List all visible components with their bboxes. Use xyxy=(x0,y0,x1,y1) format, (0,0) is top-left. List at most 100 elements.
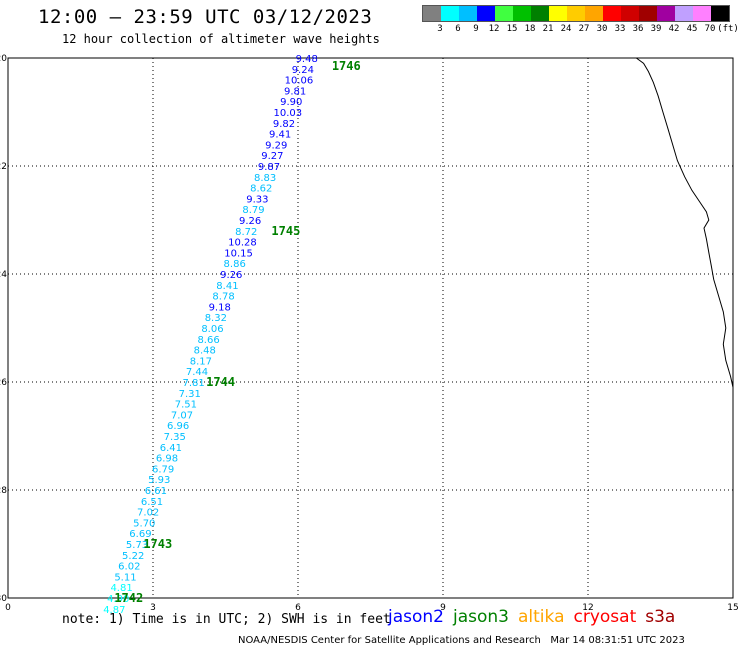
time-label: 1745 xyxy=(271,224,300,238)
satellite-altika: altika xyxy=(518,607,565,627)
swh-value-label: 9.82 xyxy=(273,119,295,130)
legend-label: 30 xyxy=(596,24,608,34)
swh-value-label: 8.72 xyxy=(235,227,257,238)
legend-swatch xyxy=(495,6,513,21)
swh-value-label: 7.51 xyxy=(175,400,197,411)
legend-swatch xyxy=(477,6,495,21)
legend-swatch xyxy=(513,6,531,21)
page-subtitle: 12 hour collection of altimeter wave hei… xyxy=(62,32,380,46)
legend-swatch xyxy=(423,6,441,21)
swh-value-label: 6.41 xyxy=(160,443,182,454)
swh-value-label: 8.79 xyxy=(242,205,264,216)
legend-label: 27 xyxy=(578,24,590,34)
legend-labels: 3 6 9 12 15 18 21 24 27 30 33 36 39 42 45 70 (ft) xyxy=(422,22,739,34)
lon-tick-label: 6 xyxy=(295,603,301,613)
lon-tick-label: 3 xyxy=(150,603,156,613)
satellite-cryosat: cryosat xyxy=(573,607,637,627)
swh-value-label: 9.18 xyxy=(209,302,231,313)
swh-value-label: 4.87 xyxy=(103,605,125,616)
swh-value-label: 8.78 xyxy=(212,292,234,303)
legend-swatch xyxy=(657,6,675,21)
swh-value-label: 9.24 xyxy=(292,65,314,76)
legend-swatch xyxy=(603,6,621,21)
legend-label: 36 xyxy=(632,24,644,34)
swh-value-label: 7.81 xyxy=(182,378,204,389)
swh-value-label: 5.73 xyxy=(126,540,148,551)
lon-tick-label: 9 xyxy=(440,603,446,613)
legend-label: 42 xyxy=(668,24,680,34)
swh-value-label: 9.26 xyxy=(239,216,261,227)
note-text: note: 1) Time is in UTC; 2) SWH is in fe… xyxy=(62,612,391,627)
time-label: 1742 xyxy=(114,591,143,605)
legend-label: 45 xyxy=(686,24,698,34)
legend-swatch xyxy=(621,6,639,21)
swh-value-label: 9.26 xyxy=(220,270,242,281)
lon-tick-label: 15 xyxy=(727,603,738,613)
legend-swatch xyxy=(675,6,693,21)
lat-tick-label: -30 xyxy=(0,594,7,604)
time-label: 1746 xyxy=(332,59,361,73)
legend-label: 39 xyxy=(650,24,662,34)
lat-tick-label: -20 xyxy=(0,54,7,64)
lat-tick-label: -22 xyxy=(0,162,7,172)
swh-value-label: 6.96 xyxy=(167,421,189,432)
swh-value-label: 7.44 xyxy=(186,367,208,378)
color-legend: 3 6 9 12 15 18 21 24 27 30 33 36 39 42 45 70 (ft) xyxy=(422,5,739,34)
satellite-s3a: s3a xyxy=(645,607,676,627)
satellite-list: jason2 jason3 altika cryosat s3a xyxy=(388,607,684,627)
lat-tick-label: -24 xyxy=(0,270,7,280)
legend-label: 24 xyxy=(560,24,572,34)
swh-value-label: 6.79 xyxy=(152,464,174,475)
legend-label: 21 xyxy=(542,24,554,34)
lon-tick-label: 12 xyxy=(582,603,593,613)
legend-swatch xyxy=(639,6,657,21)
swh-value-label: 8.66 xyxy=(197,335,219,346)
swh-value-label: 4.90 xyxy=(107,594,129,605)
legend-label: (ft) xyxy=(717,24,739,34)
swh-value-label: 7.07 xyxy=(171,410,193,421)
swh-value-label: 9.27 xyxy=(261,151,283,162)
swh-value-label: 8.06 xyxy=(201,324,223,335)
swh-value-label: 9.48 xyxy=(296,54,318,65)
lat-tick-label: -26 xyxy=(0,378,7,388)
legend-label: 3 xyxy=(437,24,443,34)
legend-label: 15 xyxy=(506,24,518,34)
swh-value-label: 9.29 xyxy=(265,140,287,151)
swh-value-label: 8.17 xyxy=(190,356,212,367)
swh-value-label: 9.41 xyxy=(269,130,291,141)
time-label: 1744 xyxy=(206,375,235,389)
swh-value-label: 8.32 xyxy=(205,313,227,324)
footer-credit: NOAA/NESDIS Center for Satellite Applica… xyxy=(238,635,685,646)
legend-swatch xyxy=(441,6,459,21)
satellite-jason2: jason2 xyxy=(388,607,444,627)
swh-value-label: 5.11 xyxy=(114,572,136,583)
coastline xyxy=(636,57,734,404)
swh-value-label: 5.70 xyxy=(133,518,155,529)
lon-tick-label: 0 xyxy=(5,603,11,613)
swh-value-label: 9.81 xyxy=(284,86,306,97)
legend-swatch xyxy=(459,6,477,21)
swh-value-label: 8.62 xyxy=(250,184,272,195)
page-title: 12:00 – 23:59 UTC 03/12/2023 xyxy=(38,6,373,28)
swh-value-label: 6.61 xyxy=(145,486,167,497)
legend-label: 33 xyxy=(614,24,626,34)
swh-value-label: 4.81 xyxy=(110,583,132,594)
swh-value-label: 10.28 xyxy=(228,238,257,249)
time-label: 1743 xyxy=(143,537,172,551)
legend-label: 12 xyxy=(488,24,500,34)
swh-value-label: 10.15 xyxy=(224,248,253,259)
legend-swatch xyxy=(585,6,603,21)
map-frame xyxy=(7,57,734,599)
legend-swatch xyxy=(549,6,567,21)
swh-value-label: 9.90 xyxy=(280,97,302,108)
swh-value-label: 9.87 xyxy=(258,162,280,173)
swh-value-label: 10.03 xyxy=(274,108,303,119)
swh-value-label: 10.06 xyxy=(285,76,314,87)
swh-value-label: 8.48 xyxy=(194,346,216,357)
swh-value-label: 7.31 xyxy=(179,389,201,400)
swh-value-label: 5.22 xyxy=(122,551,144,562)
legend-swatch xyxy=(693,6,711,21)
legend-label: 9 xyxy=(473,24,479,34)
legend-swatch xyxy=(567,6,585,21)
